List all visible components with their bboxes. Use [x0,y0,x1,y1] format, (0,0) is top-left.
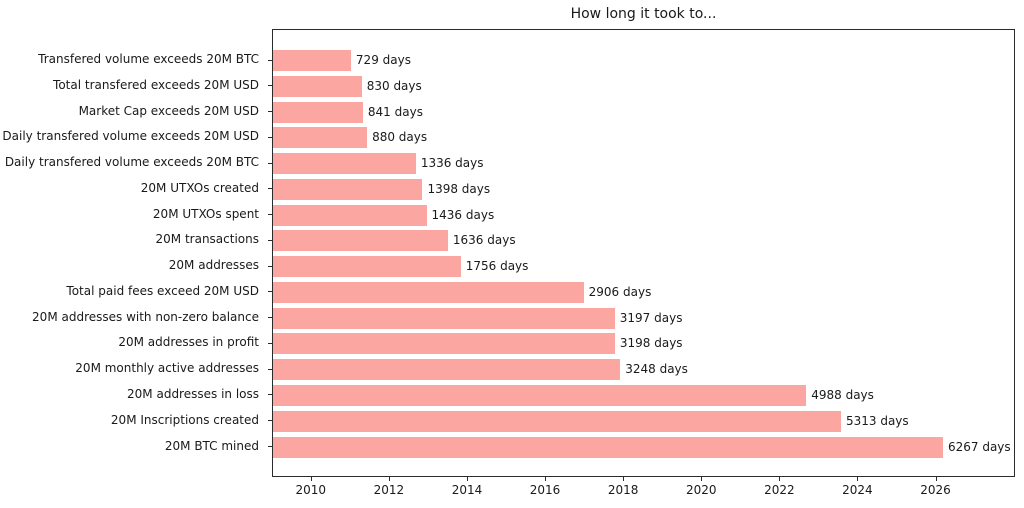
x-tick-label: 2014 [451,483,483,497]
category-label: Daily transfered volume exceeds 20M USD [2,129,259,144]
bar-value-label: 3198 days [619,336,683,351]
category-label: 20M addresses in profit [118,335,259,350]
bar-value-label: 1436 days [431,207,495,222]
bar-value-label: 3197 days [619,310,683,325]
x-tick-label: 2022 [764,483,795,497]
category-label: Market Cap exceeds 20M USD [78,103,259,118]
x-tick-label: 2016 [529,483,561,497]
x-tick-mark [701,477,703,481]
category-label: Daily transfered volume exceeds 20M BTC [4,155,259,170]
y-tick-mark [268,446,272,447]
x-tick-mark [935,477,937,481]
bar-value-label: 841 days [367,104,423,119]
x-tick-label: 2012 [373,483,405,497]
y-tick-mark [268,394,272,396]
y-tick-mark [268,317,272,319]
bar [273,178,423,200]
bar-value-label: 729 days [355,53,411,67]
category-label: 20M addresses with non-zero balance [32,309,259,324]
x-tick-mark [623,477,625,481]
x-tick-label: 2024 [842,483,873,497]
y-tick-mark [268,368,272,370]
bar [273,436,943,458]
x-tick-mark [388,477,390,481]
x-tick-mark [310,477,312,481]
bar-value-label: 1398 days [427,181,491,196]
plot-area: 729 days 830 days 841 days 880 days 1336 day… [272,29,1015,477]
category-label: 20M Inscriptions created [110,412,259,427]
x-tick-mark [466,477,468,481]
y-tick-mark [268,342,272,344]
category-label: 20M monthly active addresses [75,361,259,376]
y-tick-mark [268,291,272,293]
y-tick-mark [268,420,272,422]
bar-value-label: 4988 days [811,387,874,402]
y-tick-mark [268,111,272,113]
category-label: 20M UTXOs spent [152,206,259,221]
bar-value-label: 6267 days [947,439,1011,454]
bar [273,127,368,149]
y-tick-mark [268,59,272,61]
y-tick-mark [268,188,272,190]
bar-value-label: 1636 days [452,233,516,248]
y-tick-mark [268,214,272,216]
category-label: Total paid fees exceed 20M USD [66,283,259,298]
bar [273,256,461,278]
x-tick-mark [857,477,859,481]
bar [273,384,807,406]
bar [273,75,362,97]
x-tick-label: 2026 [920,483,951,497]
category-label: 20M BTC mined [164,438,259,453]
y-tick-mark [268,239,272,241]
bar [273,101,363,123]
x-tick-mark [779,477,781,481]
category-label: 20M UTXOs created [140,180,259,195]
y-tick-mark [268,85,272,87]
category-label: Total transfered exceeds 20M USD [53,77,259,92]
x-tick-mark [545,477,547,481]
bar-value-label: 830 days [366,78,422,93]
bar-value-label: 3248 days [625,362,688,377]
category-label: 20M addresses [168,258,259,273]
bar [273,410,841,432]
bar-value-label: 1336 days [420,156,484,171]
x-tick-label: 2010 [295,483,327,497]
chart-title: How long it took to... [570,6,717,22]
category-label: Transfered volume exceeds 20M BTC [38,52,259,66]
category-label: 20M addresses in loss [127,386,259,401]
bar [273,50,351,71]
y-tick-mark [268,265,272,267]
x-tick-label: 2018 [607,483,639,497]
bar-value-label: 880 days [372,130,428,145]
bar-value-label: 5313 days [845,413,909,428]
bar [273,281,584,303]
bar [273,204,427,226]
bar-value-label: 2906 days [588,284,652,299]
y-tick-mark [268,162,272,164]
bar [273,359,621,381]
bar-value-label: 1756 days [465,259,529,274]
bar [273,153,416,175]
x-tick-label: 2020 [685,483,717,497]
bar [273,333,615,355]
y-tick-mark [268,136,272,138]
bar [273,307,615,329]
bar [273,230,448,252]
category-label: 20M transactions [155,232,259,247]
